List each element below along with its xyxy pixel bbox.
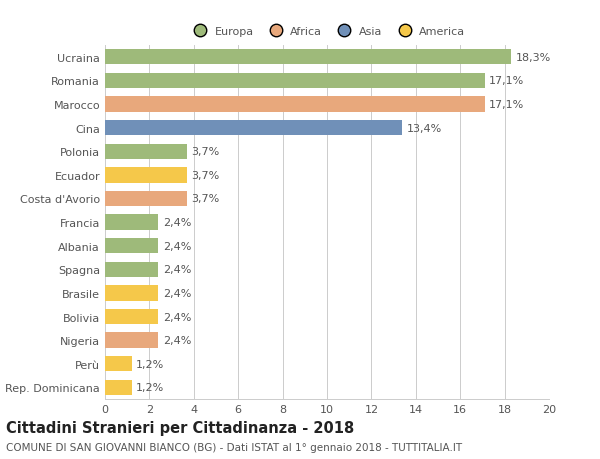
Bar bbox=[105, 285, 158, 301]
Text: 3,7%: 3,7% bbox=[191, 194, 220, 204]
Bar bbox=[105, 191, 187, 207]
Bar bbox=[105, 356, 131, 372]
Text: 2,4%: 2,4% bbox=[163, 312, 191, 322]
Text: 18,3%: 18,3% bbox=[516, 53, 551, 63]
Bar bbox=[105, 333, 158, 348]
Text: Cittadini Stranieri per Cittadinanza - 2018: Cittadini Stranieri per Cittadinanza - 2… bbox=[6, 420, 354, 435]
Text: 2,4%: 2,4% bbox=[163, 241, 191, 251]
Bar bbox=[105, 121, 403, 136]
Text: 17,1%: 17,1% bbox=[489, 100, 524, 110]
Text: 3,7%: 3,7% bbox=[191, 170, 220, 180]
Text: COMUNE DI SAN GIOVANNI BIANCO (BG) - Dati ISTAT al 1° gennaio 2018 - TUTTITALIA.: COMUNE DI SAN GIOVANNI BIANCO (BG) - Dat… bbox=[6, 442, 462, 452]
Text: 2,4%: 2,4% bbox=[163, 288, 191, 298]
Bar bbox=[105, 50, 511, 65]
Text: 3,7%: 3,7% bbox=[191, 147, 220, 157]
Text: 2,4%: 2,4% bbox=[163, 265, 191, 275]
Bar bbox=[105, 215, 158, 230]
Bar bbox=[105, 262, 158, 277]
Bar bbox=[105, 309, 158, 325]
Text: 2,4%: 2,4% bbox=[163, 218, 191, 228]
Text: 1,2%: 1,2% bbox=[136, 382, 164, 392]
Bar bbox=[105, 168, 187, 183]
Bar bbox=[105, 97, 485, 112]
Legend: Europa, Africa, Asia, America: Europa, Africa, Asia, America bbox=[189, 27, 465, 37]
Text: 13,4%: 13,4% bbox=[407, 123, 442, 134]
Bar bbox=[105, 239, 158, 254]
Bar bbox=[105, 144, 187, 160]
Text: 2,4%: 2,4% bbox=[163, 336, 191, 346]
Bar bbox=[105, 380, 131, 395]
Text: 1,2%: 1,2% bbox=[136, 359, 164, 369]
Text: 17,1%: 17,1% bbox=[489, 76, 524, 86]
Bar bbox=[105, 73, 485, 89]
